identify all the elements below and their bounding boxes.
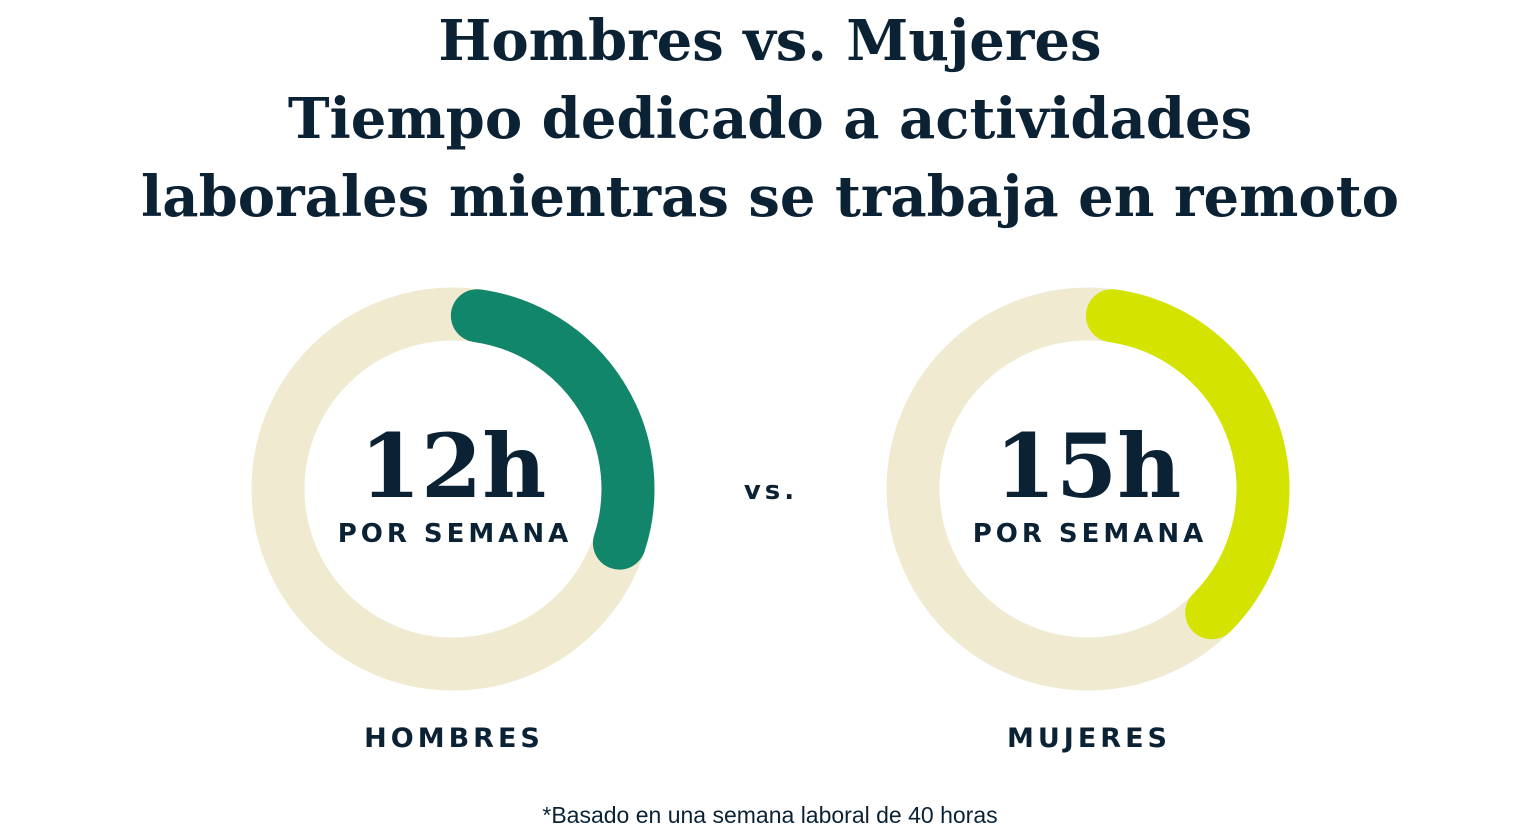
- group-label-hombres: HOMBRES: [364, 723, 544, 754]
- ring-mujeres: 15h POR SEMANA MUJERES: [886, 287, 1290, 754]
- ring-value-mujeres: 15h: [995, 414, 1181, 518]
- group-label-mujeres: MUJERES: [1007, 723, 1171, 754]
- chart-title: Hombres vs. Mujeres Tiempo dedicado a ac…: [0, 2, 1540, 236]
- ring-unit-mujeres: POR SEMANA: [973, 519, 1208, 549]
- title-line-3: laborales mientras se trabaja en remoto: [141, 164, 1399, 230]
- title-line-2: Tiempo dedicado a actividades: [287, 86, 1253, 152]
- vs-label: vs.: [744, 476, 798, 506]
- ring-unit-hombres: POR SEMANA: [338, 519, 573, 549]
- ring-hombres: 12h POR SEMANA HOMBRES: [251, 287, 655, 754]
- title-line-1: Hombres vs. Mujeres: [438, 8, 1102, 74]
- ring-arc-hombres: [450, 289, 655, 570]
- ring-arc-mujeres: [1085, 289, 1290, 640]
- footnote: *Basado en una semana laboral de 40 hora…: [542, 802, 998, 828]
- ring-value-hombres: 12h: [360, 414, 546, 518]
